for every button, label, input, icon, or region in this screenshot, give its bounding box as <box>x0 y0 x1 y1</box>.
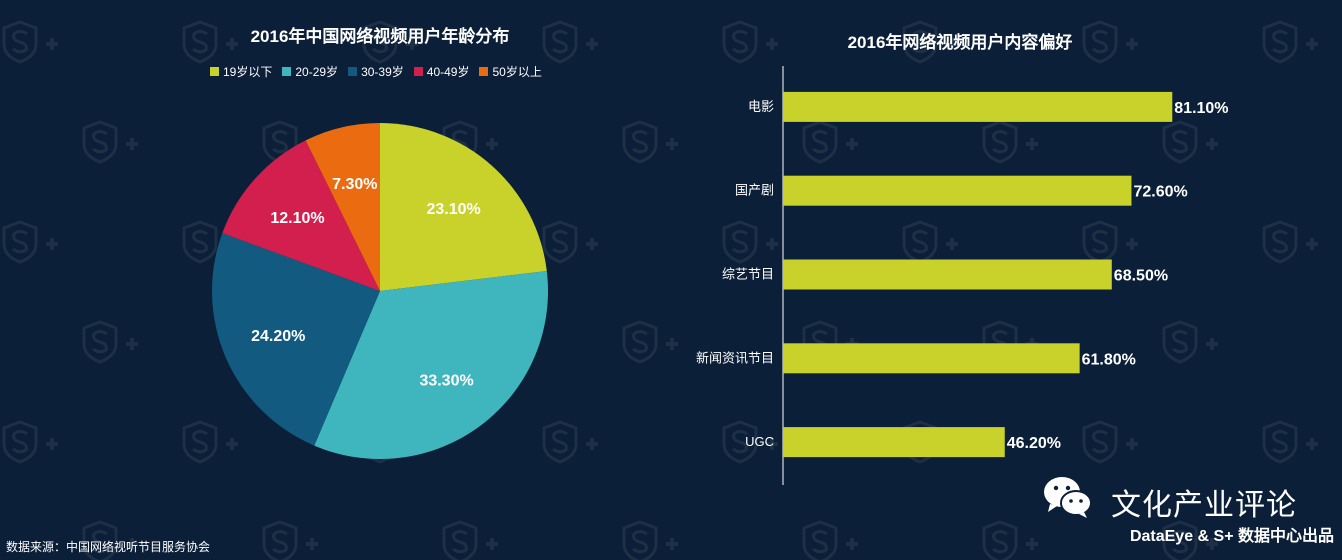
watermark-logo <box>1162 120 1218 164</box>
watermark-logo <box>2 220 58 264</box>
watermark-logo <box>2 20 58 64</box>
legend-label: 20-29岁 <box>295 65 339 79</box>
legend-swatch <box>413 67 423 76</box>
legend-item: 50岁以上 <box>479 63 542 80</box>
watermark-logo <box>982 120 1038 164</box>
bar <box>783 427 1005 458</box>
bar-value-label: 46.20% <box>1007 435 1061 452</box>
legend-item: 19岁以下 <box>210 63 272 80</box>
legend-item: 20-29岁 <box>282 63 338 80</box>
pie-chart-title: 2016年中国网络视频用户年龄分布 <box>250 27 510 46</box>
legend-swatch <box>479 67 489 76</box>
watermark-logo <box>182 420 238 464</box>
legend-label: 30-39岁 <box>361 65 404 79</box>
pie-slice-label: 33.30% <box>419 373 473 390</box>
watermark-logo <box>622 320 678 364</box>
bar <box>783 91 1173 122</box>
pie-slice-label: 24.20% <box>251 328 305 345</box>
pie-slice <box>314 270 548 459</box>
watermark-logo <box>982 520 1038 560</box>
watermark-logo <box>82 320 138 364</box>
watermark-logo <box>722 220 778 264</box>
bar <box>783 259 1112 290</box>
watermark-logo <box>622 520 678 560</box>
legend-swatch <box>348 67 358 76</box>
data-source-note: 数据来源：中国网络视听节目服务协会 <box>6 540 211 554</box>
brand-name: 文化产业评论 <box>1111 489 1297 522</box>
watermark-logo <box>722 20 778 64</box>
pie-slice-label: 7.30% <box>332 176 377 193</box>
bar-category-label: 国产剧 <box>735 183 774 198</box>
bar-value-label: 72.60% <box>1133 184 1187 201</box>
pie-slice-label: 12.10% <box>270 210 324 227</box>
watermark-logo <box>1162 520 1218 560</box>
bar-category-label: 综艺节目 <box>722 267 774 282</box>
legend-swatch <box>210 67 219 76</box>
bar <box>783 175 1132 206</box>
pie-slice-label: 23.10% <box>426 201 480 218</box>
watermark-logo <box>542 220 598 264</box>
legend-item: 40-49岁 <box>413 63 470 80</box>
bar-value-label: 81.10% <box>1174 100 1228 117</box>
watermark-logo <box>2 420 58 464</box>
watermark-logo <box>1082 20 1138 64</box>
watermark-logo <box>542 20 598 64</box>
bar-value-label: 61.80% <box>1082 351 1136 368</box>
bar <box>783 343 1080 374</box>
pie-slice <box>380 123 547 291</box>
watermark-logo <box>1262 220 1318 264</box>
credit-line: DataEye & S+ 数据中心出品 <box>1129 528 1334 545</box>
watermark-logo <box>542 420 598 464</box>
bar-category-label: 电影 <box>748 99 774 114</box>
watermark-logo <box>1262 420 1318 464</box>
bar-chart-title: 2016年网络视频用户内容偏好 <box>847 33 1073 52</box>
watermark-logo <box>902 20 958 64</box>
watermark-logo <box>802 520 858 560</box>
watermark-logo <box>262 520 318 560</box>
bar-category-label: UGC <box>745 434 774 449</box>
watermark-logo <box>82 520 138 560</box>
watermark-logo <box>1162 320 1218 364</box>
watermark-logo <box>622 120 678 164</box>
watermark-logo <box>802 120 858 164</box>
bar-value-label: 68.50% <box>1114 268 1168 285</box>
bar-category-label: 新闻资讯节目 <box>696 350 774 365</box>
watermark-logo <box>1082 420 1138 464</box>
legend-swatch <box>282 67 292 76</box>
wechat-icon <box>1044 477 1092 518</box>
pie-slice <box>222 140 380 291</box>
pie-slice <box>212 233 380 446</box>
legend-label: 50岁以上 <box>492 65 542 79</box>
legend-item: 30-39岁 <box>348 63 404 80</box>
watermark-logo <box>442 520 498 560</box>
legend-label: 40-49岁 <box>426 65 470 79</box>
pie-slice <box>305 123 380 291</box>
watermark-logo <box>1262 20 1318 64</box>
watermark-logo <box>82 120 138 164</box>
legend-label: 19岁以下 <box>223 65 273 79</box>
pie-legend: 19岁以下 20-29岁 30-39岁 40-49岁 50岁以上 <box>210 63 542 80</box>
watermark-logo <box>722 420 778 464</box>
watermark-logo <box>182 20 238 64</box>
watermark-logo <box>362 20 418 64</box>
